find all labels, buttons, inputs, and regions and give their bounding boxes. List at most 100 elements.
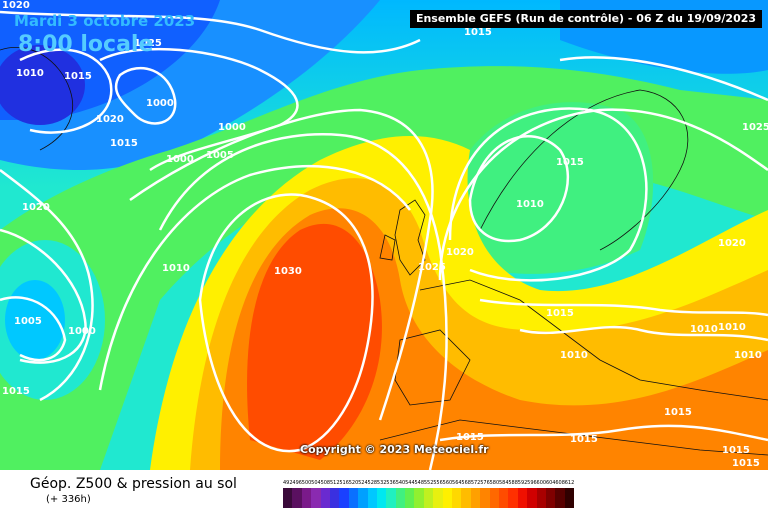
isobar-label: 1015 — [570, 434, 598, 445]
scale-swatch — [329, 488, 340, 508]
scale-swatch — [376, 488, 387, 508]
isobar-label: 1005 — [206, 150, 234, 161]
coast-scandinavia — [479, 89, 689, 251]
color-scale-legend: 492 496 500 504 508 512 516 520 524 528 532 536 540 5… — [283, 480, 574, 508]
isobar-label: 1015 — [722, 445, 750, 456]
map-canvas: 1020 1025 1010 1015 1000 1020 1015 1000 … — [0, 0, 768, 470]
scale-label: 540 — [395, 480, 406, 486]
scale-swatch — [414, 488, 424, 508]
isobar-label: 1000 — [218, 122, 246, 133]
scale-swatch — [470, 488, 481, 508]
scale-labels: 492 496 500 504 508 512 516 520 524 528 532 536 540 5… — [283, 480, 574, 486]
scale-label: 560 — [442, 480, 453, 486]
scale-swatch — [442, 488, 453, 508]
isobar-1010 — [129, 108, 434, 421]
scale-swatch — [517, 488, 528, 508]
isobar-label: 1010 — [516, 199, 544, 210]
scale-label: 588 — [508, 480, 518, 486]
isobar-label: 1015 — [2, 386, 30, 397]
isobar-label: 1025 — [742, 122, 768, 133]
scale-label: 592 — [517, 480, 528, 486]
footer-bar: Géop. Z500 & pression au sol (+ 336h) 49… — [0, 470, 768, 512]
isobar-label: 1020 — [446, 247, 474, 258]
scale-swatch — [536, 488, 546, 508]
scale-label: 596 — [527, 480, 537, 486]
forecast-lead-time: (+ 336h) — [46, 494, 91, 505]
isobar-1020-mid — [98, 164, 411, 391]
scale-swatch — [301, 488, 312, 508]
scale-swatch — [367, 488, 377, 508]
scale-label: 564 — [452, 480, 462, 486]
scale-label: 508 — [320, 480, 331, 486]
z500-low-west-core — [5, 280, 65, 360]
scale-label: 604 — [545, 480, 556, 486]
forecast-time: 8:00 locale — [18, 32, 154, 57]
scale-label: 568 — [461, 480, 471, 486]
isobar-label: 1020 — [96, 114, 124, 125]
weather-map: 1020 1025 1010 1015 1000 1020 1015 1000 … — [0, 0, 768, 470]
scale-label: 524 — [358, 480, 368, 486]
isobar-label: 1015 — [110, 138, 138, 149]
isobar-label: 1000 — [68, 326, 96, 337]
scale-swatch — [292, 488, 302, 508]
scale-swatch — [527, 488, 537, 508]
coast-iberia — [394, 329, 471, 406]
scale-label: 512 — [329, 480, 340, 486]
scale-label: 532 — [376, 480, 387, 486]
coast-europe-south — [419, 279, 768, 401]
isobars — [0, 10, 768, 470]
isobar-1000-west — [0, 296, 67, 362]
scale-label: 580 — [489, 480, 500, 486]
isobar-1005 — [99, 47, 299, 172]
isobar-1015-greenland — [19, 48, 113, 134]
isobar-label: 1020 — [2, 0, 30, 11]
isobar-label: 1015 — [732, 458, 760, 469]
map-title: Géop. Z500 & pression au sol — [30, 476, 237, 492]
isobar-label: 1010 — [16, 68, 44, 79]
scale-label: 528 — [367, 480, 378, 486]
scale-swatch — [508, 488, 518, 508]
scale-label: 548 — [414, 480, 425, 486]
isobar-label: 1015 — [556, 157, 584, 168]
z500-low-core — [0, 45, 85, 125]
scale-label: 556 — [433, 480, 443, 486]
scale-swatch — [283, 488, 293, 508]
scale-label: 516 — [339, 480, 349, 486]
isobar-1025 — [158, 133, 448, 470]
scale-swatch — [545, 488, 556, 508]
isobar-label: 1000 — [166, 154, 194, 165]
isobar-label: 1015 — [64, 71, 92, 82]
isobar-1005-west — [0, 228, 87, 364]
isobar-1010-scandinavia — [468, 134, 570, 243]
isobar-label: 1020 — [718, 238, 746, 249]
scale-label: 572 — [470, 480, 481, 486]
scale-swatch — [433, 488, 443, 508]
isobar-label: 1015 — [664, 407, 692, 418]
scale-label: 520 — [348, 480, 359, 486]
scale-swatch — [498, 488, 509, 508]
isobar-1015-scandinavia — [448, 107, 648, 282]
isobar-label: 1010 — [718, 322, 746, 333]
scale-swatch — [489, 488, 499, 508]
isobar-label: 1010 — [690, 324, 718, 335]
coast-british-isles — [394, 199, 426, 276]
isobar-label: 1020 — [22, 202, 50, 213]
isobar-label: 1015 — [546, 308, 574, 319]
isobar-1030 — [198, 193, 374, 453]
isobar-1015-mediterranean — [439, 424, 768, 442]
scale-swatch — [564, 488, 575, 508]
isobar-labels: 1020 1025 1010 1015 1000 1020 1015 1000 … — [2, 0, 768, 469]
isobar-label: 1005 — [14, 316, 42, 327]
scale-swatch — [423, 488, 434, 508]
isobar-1000-ring — [114, 66, 177, 125]
scale-swatch — [452, 488, 462, 508]
coast-greenland — [0, 47, 74, 151]
scale-swatch — [358, 488, 368, 508]
scale-label: 612 — [564, 480, 575, 486]
scale-label: 584 — [498, 480, 509, 486]
scale-label: 576 — [480, 480, 490, 486]
isobar-1025-ne — [559, 56, 768, 102]
scale-swatch — [480, 488, 490, 508]
scale-label: 536 — [386, 480, 396, 486]
isobar-label: 1025 — [134, 38, 162, 49]
